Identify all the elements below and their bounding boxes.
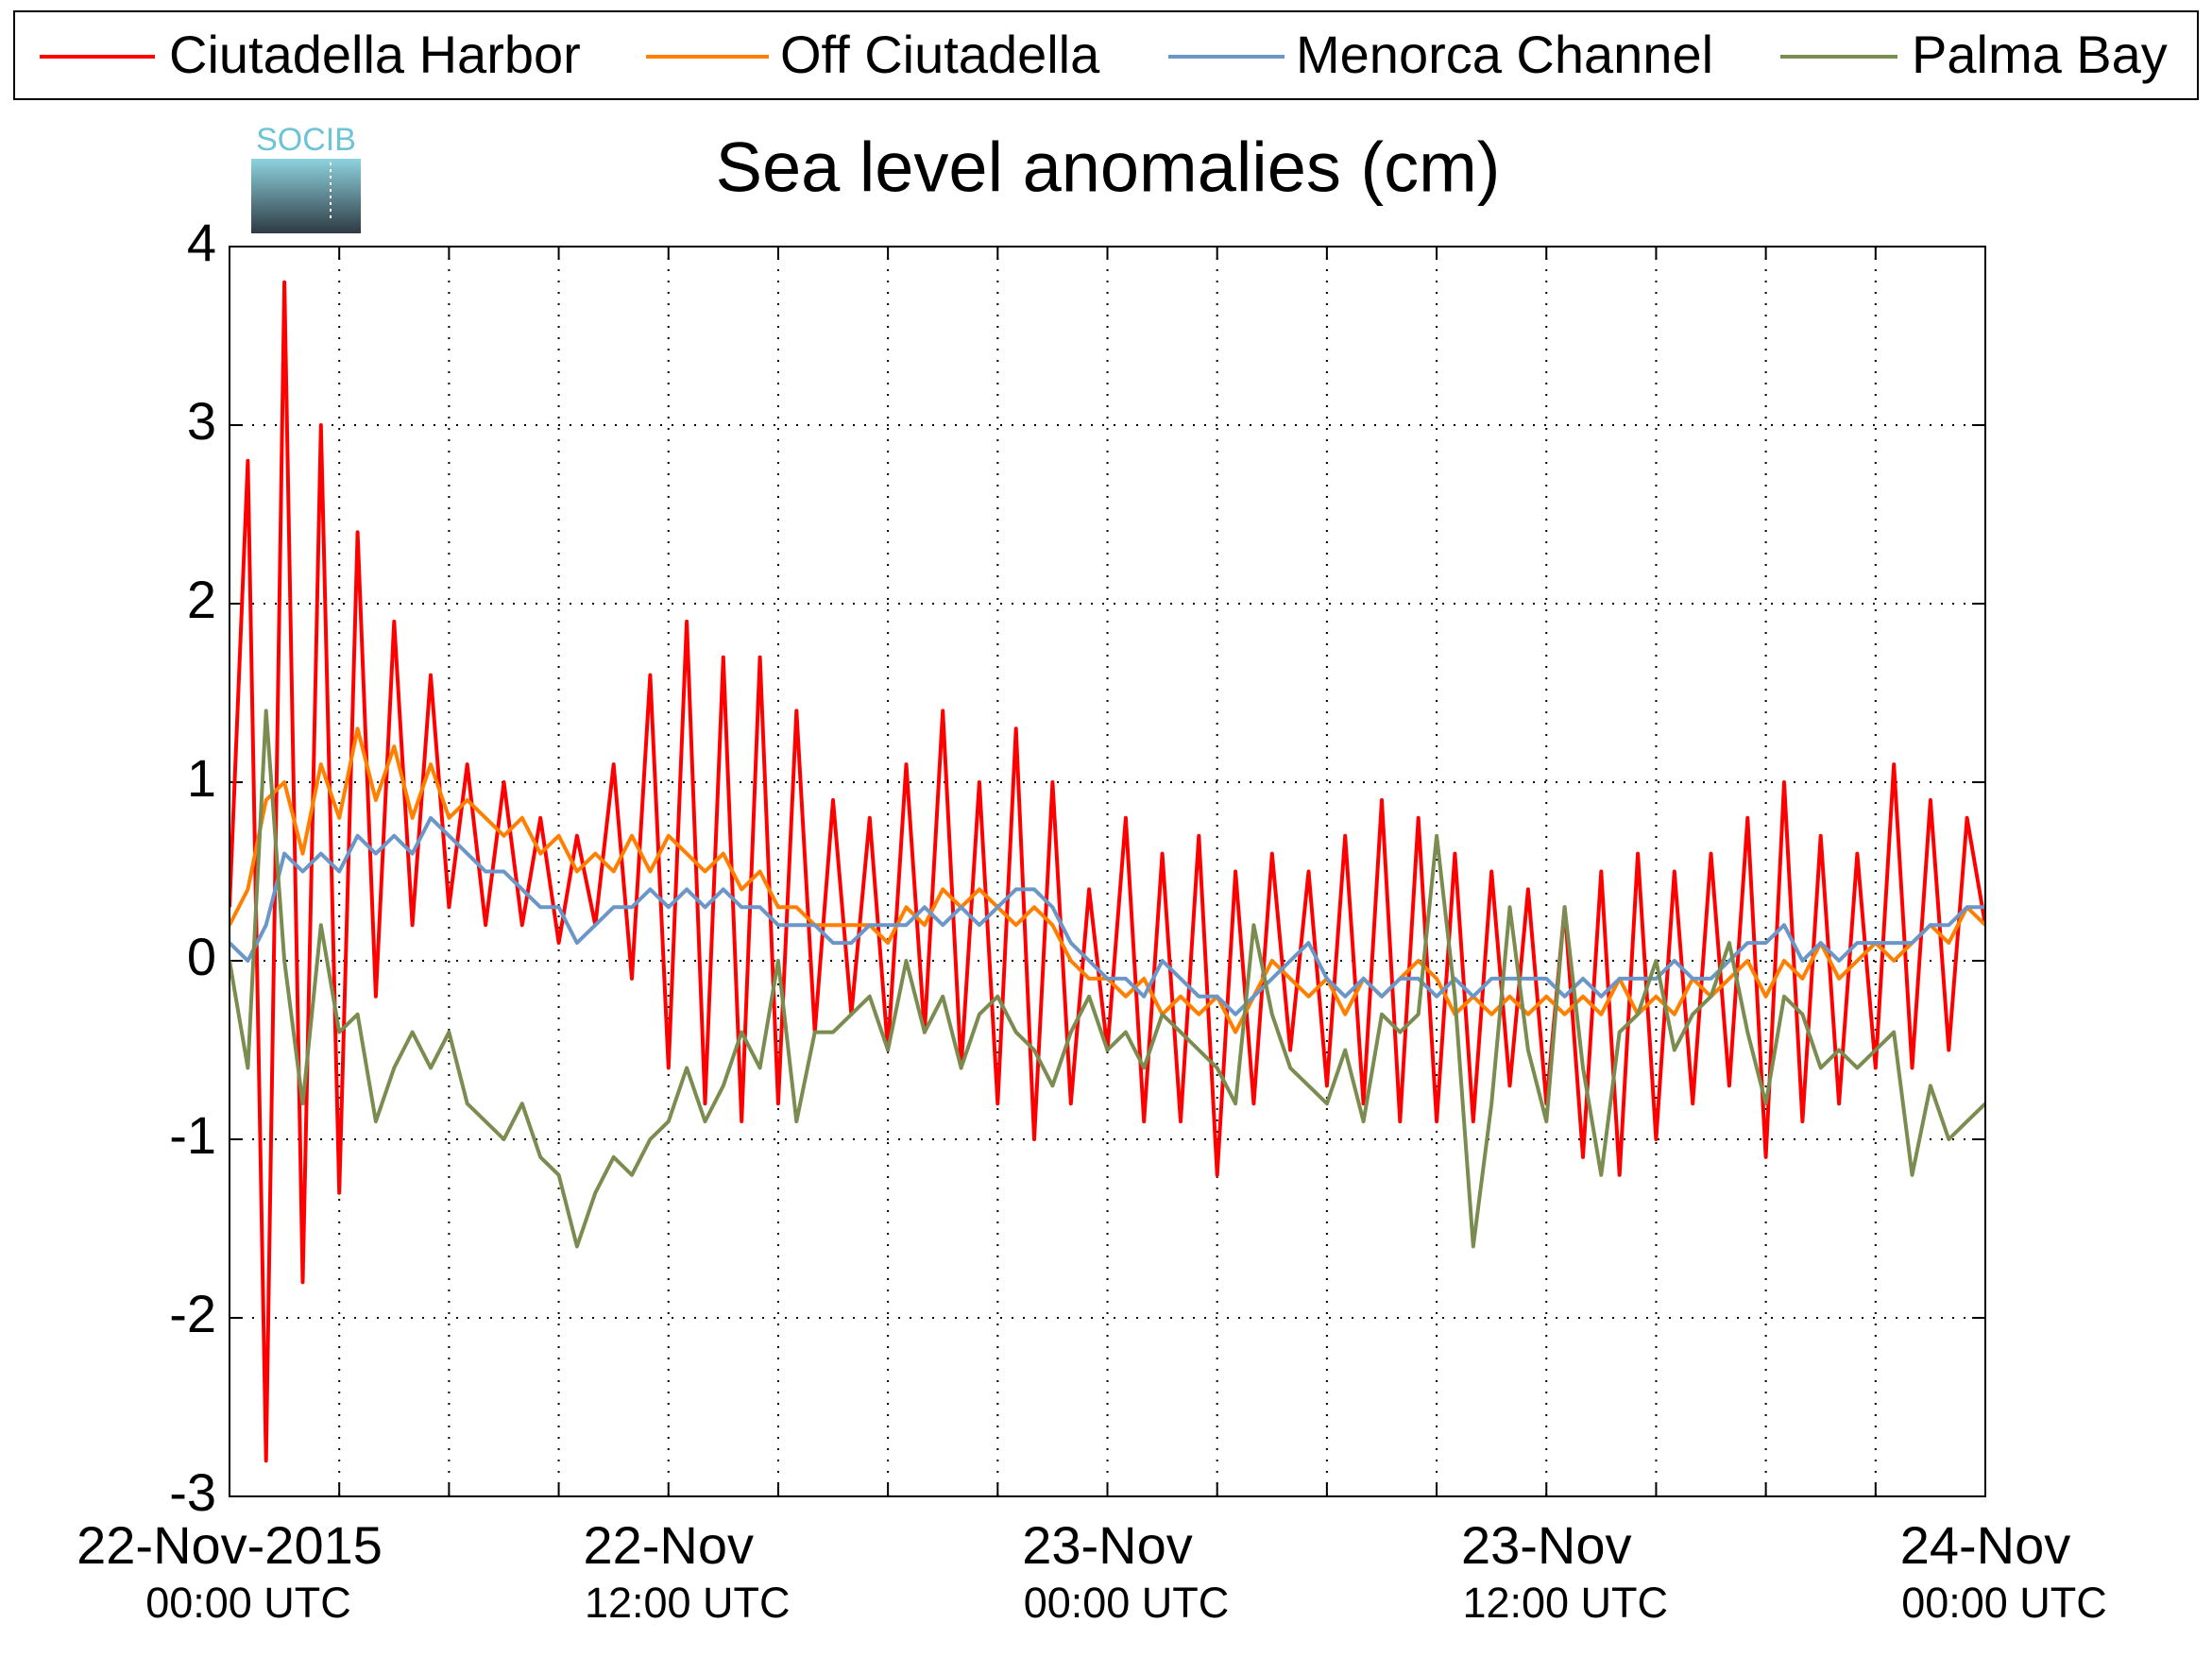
x-tick-sublabel: 12:00 UTC [585,1579,791,1627]
y-tick-label: -2 [169,1284,216,1343]
y-tick-label: 3 [187,391,216,451]
x-tick-sublabel: 00:00 UTC [1901,1579,2107,1627]
series-line [230,709,1985,1249]
legend-label: Menorca Channel [1296,25,1713,84]
logo-image [251,159,361,233]
x-tick-label: 22-Nov-2015 [77,1515,383,1575]
plot-frame [229,246,1986,1497]
logo-text: SOCIB [256,122,356,158]
x-tick-label: 22-Nov [583,1515,754,1575]
legend-label: Palma Bay [1912,25,2168,84]
legend: Ciutadella Harbor Off Ciutadella Menorca C… [40,25,2168,84]
x-tick-label: 23-Nov [1022,1515,1193,1575]
x-tick-sublabel: 12:00 UTC [1462,1579,1668,1627]
chart-title: Sea level anomalies (cm) [716,128,1501,207]
lines [230,280,1985,1463]
legend-label: Off Ciutadella [780,25,1100,84]
y-tick-label: -1 [169,1105,216,1165]
x-tick-sublabel: 00:00 UTC [1024,1579,1230,1627]
y-tick-label: 4 [187,213,216,272]
y-tick-label: 2 [187,570,216,629]
y-tick-label: 0 [187,927,216,986]
x-tick-label: 24-Nov [1900,1515,2071,1575]
y-tick-label: -3 [169,1462,216,1522]
logo: SOCIB [251,122,361,233]
series-line [230,815,1985,1016]
y-tick-label: 1 [187,748,216,808]
legend-label: Ciutadella Harbor [169,25,581,84]
x-tick-label: 23-Nov [1461,1515,1632,1575]
x-tick-sublabel: 00:00 UTC [145,1579,351,1627]
